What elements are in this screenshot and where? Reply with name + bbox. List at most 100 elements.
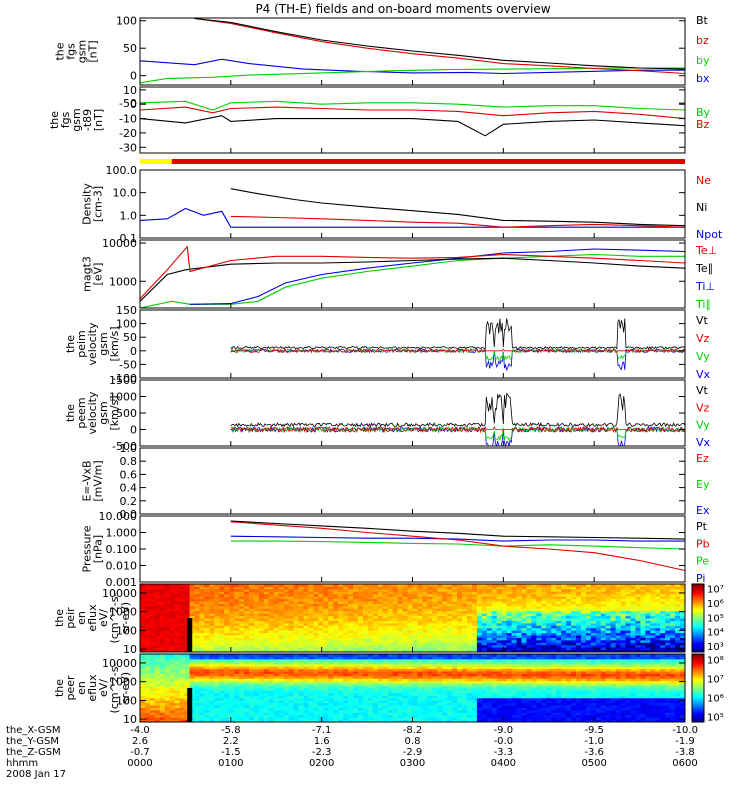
spectrogram-cell xyxy=(273,714,280,718)
spectrogram-cell xyxy=(437,603,443,607)
spectrogram-cell xyxy=(610,591,617,595)
spectrogram-cell xyxy=(387,647,394,651)
spectrogram-cell xyxy=(268,596,275,600)
spectrogram-cell xyxy=(680,608,686,612)
spectrogram-cell xyxy=(442,613,448,617)
spectrogram-cell xyxy=(362,654,369,657)
spectrogram-cell xyxy=(412,642,418,646)
spectrogram-cell xyxy=(144,678,151,682)
spectrogram-cell xyxy=(253,707,260,711)
spectrogram-cell xyxy=(249,695,255,699)
spectrogram-cell xyxy=(576,647,582,651)
spectrogram-cell xyxy=(665,608,671,612)
spectrogram-cell xyxy=(372,637,379,641)
spectrogram-cell xyxy=(630,603,636,607)
spectrogram-cell xyxy=(234,671,240,674)
spectrogram-cell xyxy=(333,717,339,721)
spectrogram-cell xyxy=(531,620,537,624)
spectrogram-cell xyxy=(432,625,438,629)
spectrogram-cell xyxy=(258,601,265,604)
spectrogram-cell xyxy=(224,656,230,660)
spectrogram-cell xyxy=(377,591,384,595)
spectrogram-cell xyxy=(476,647,483,651)
spectrogram-cell xyxy=(407,625,413,629)
spectrogram-cell xyxy=(209,591,215,595)
spectrogram-cell xyxy=(452,608,458,612)
spectrogram-cell xyxy=(154,642,161,646)
spectrogram-cell xyxy=(184,671,191,674)
spectrogram-cell xyxy=(447,649,453,653)
legend-entry: Bx xyxy=(696,0,711,3)
spectrogram-cell xyxy=(407,586,413,590)
spectrogram-cell xyxy=(486,649,493,653)
spectrogram-cell xyxy=(595,632,602,636)
spectrogram-cell xyxy=(427,593,433,597)
spectrogram-cell xyxy=(199,630,205,634)
spectrogram-cell xyxy=(313,688,319,691)
spectrogram-cell xyxy=(655,586,661,590)
spectrogram-cell xyxy=(536,630,542,634)
spectrogram-cell xyxy=(353,618,359,621)
spectrogram-cell xyxy=(313,588,319,592)
spectrogram-cell xyxy=(288,683,295,687)
spectrogram-cell xyxy=(377,635,384,638)
spectrogram-cell xyxy=(471,647,478,651)
series-line xyxy=(194,17,686,70)
spectrogram-cell xyxy=(308,632,314,636)
spectrogram-cell xyxy=(367,685,374,689)
spectrogram-cell xyxy=(249,622,255,626)
spectrogram-cell xyxy=(541,647,547,651)
spectrogram-cell xyxy=(348,661,354,665)
spectrogram-cell xyxy=(273,625,280,629)
y-axis-label-line: [eV] xyxy=(92,263,105,286)
panel-frame xyxy=(139,515,686,583)
spectrogram-cell xyxy=(620,586,627,590)
colorbar-cell xyxy=(692,604,704,607)
spectrogram-cell xyxy=(308,690,314,694)
spectrogram-cell xyxy=(620,615,627,619)
spectrogram-cell xyxy=(219,649,225,653)
spectrogram-cell xyxy=(467,586,473,590)
spectrogram-cell xyxy=(154,593,161,597)
spectrogram-cell xyxy=(298,702,304,706)
spectrogram-cell xyxy=(387,620,394,624)
spectrogram-cell xyxy=(358,673,364,677)
spectrogram-cell xyxy=(144,635,151,638)
spectrogram-cell xyxy=(288,668,295,672)
spectrogram-cell xyxy=(422,598,428,602)
spectrogram-cell xyxy=(546,625,552,629)
spectrogram-cell xyxy=(179,668,186,672)
spectrogram-cell xyxy=(333,632,339,636)
spectrogram-cell xyxy=(338,620,344,624)
spectrogram-cell xyxy=(660,613,666,617)
spectrogram-cell xyxy=(491,644,498,648)
spectrogram-cell xyxy=(660,588,666,592)
spectrogram-cell xyxy=(308,661,314,665)
spectrogram-cell xyxy=(214,618,220,621)
spectrogram-cell xyxy=(194,625,200,629)
spectrogram-cell xyxy=(288,675,295,679)
spectrogram-cell xyxy=(630,622,636,626)
colorbar-cell xyxy=(692,621,704,624)
spectrogram-cell xyxy=(199,613,205,617)
spectrogram-cell xyxy=(273,678,280,682)
spectrogram-cell xyxy=(680,605,686,609)
spectrogram-cell xyxy=(174,714,181,718)
spectrogram-cell xyxy=(680,635,686,638)
spectrogram-cell xyxy=(343,675,349,679)
spectrogram-cell xyxy=(149,603,156,607)
spectrogram-cell xyxy=(387,719,394,723)
spectrogram-cell xyxy=(372,613,379,617)
spectrogram-cell xyxy=(268,719,275,723)
spectrogram-cell xyxy=(140,656,146,660)
spectrogram-cell xyxy=(313,613,319,617)
spectrogram-cell xyxy=(293,591,300,595)
spectrogram-cell xyxy=(595,598,602,602)
spectrogram-cell xyxy=(476,586,483,590)
spectrogram-cell xyxy=(343,678,349,682)
spectrogram-cell xyxy=(348,673,354,677)
spectrogram-cell xyxy=(358,709,364,713)
spectrogram-cell xyxy=(283,695,290,699)
spectrogram-cell xyxy=(566,649,572,653)
spectrogram-cell xyxy=(308,700,314,704)
